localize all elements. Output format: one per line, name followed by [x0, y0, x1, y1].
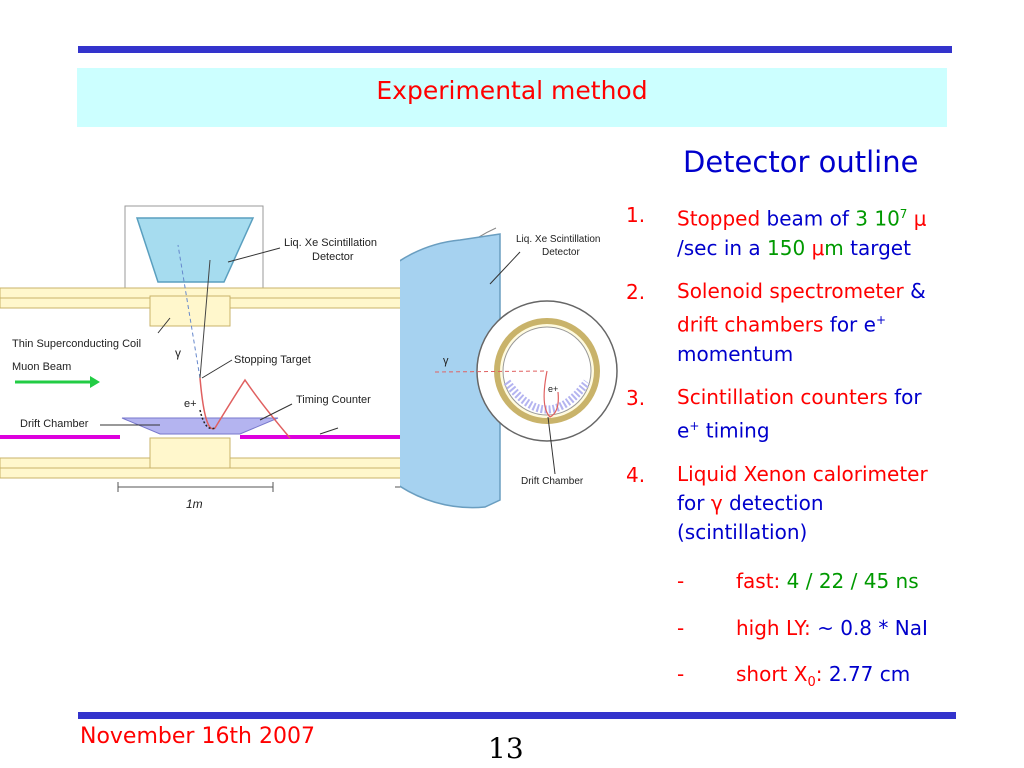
lxe-arc	[400, 233, 501, 509]
page-number: 13	[488, 732, 524, 765]
coil-lower-outer	[0, 467, 420, 479]
upper-flange	[149, 295, 231, 327]
item-4-number: 4.	[626, 463, 646, 487]
beam-arrow	[90, 376, 100, 388]
item-1-beamof: beam of	[760, 206, 856, 231]
lxe-calorimeter-shape	[135, 217, 255, 283]
item-3-number: 3.	[626, 386, 646, 410]
item-1-mu: μ	[907, 206, 927, 231]
label-lxe: Liq. Xe Scintillation	[284, 237, 377, 249]
detector-outline-heading: Detector outline	[683, 145, 919, 179]
item-1-stopped: Stopped	[677, 206, 761, 231]
label-eplus-cs: e+	[548, 384, 558, 394]
label-beam: Muon Beam	[12, 361, 71, 373]
sub-3: short X0: 2.77 cm	[736, 662, 911, 690]
label-drift: Drift Chamber	[20, 418, 89, 430]
top-rule	[78, 46, 952, 53]
sub-2: high LY: ~ 0.8 * NaI	[736, 616, 928, 640]
label-gamma-cs: γ	[443, 355, 449, 367]
footer-date: November 16th 2007	[80, 724, 315, 749]
item-4: Liquid Xenon calorimeter for γ detection…	[677, 462, 928, 544]
item-1-exp: 7	[899, 207, 908, 221]
label-lxe-cs: Liq. Xe Scintillation	[516, 234, 601, 245]
label-lxe-2: Detector	[312, 251, 354, 263]
item-1-number: 1.	[626, 203, 646, 227]
label-drift-cs: Drift Chamber	[521, 476, 584, 487]
label-timing: Timing Counter	[296, 394, 371, 406]
label-gamma: γ	[175, 346, 181, 360]
positron-track	[199, 377, 291, 439]
timing-counter-right	[240, 435, 420, 439]
item-2: Solenoid spectrometer & drift chambers f…	[677, 279, 926, 366]
label-target: Stopping Target	[234, 354, 311, 366]
item-1-rate: 3 10	[855, 206, 900, 231]
timing-counter-left	[0, 435, 120, 439]
drift-chamber-shape	[121, 417, 279, 435]
label-lxe-cs-2: Detector	[542, 247, 580, 258]
item-3: Scintillation counters for e+ timing	[677, 385, 922, 443]
sub-1-dash: -	[677, 569, 685, 593]
detector-cross-section: Liq. Xe Scintillation Detector γ e+ Drif…	[400, 227, 618, 509]
item-1: Stopped beam of 3 107 μ /sec in a 150 μm…	[677, 206, 927, 260]
title-banner: Experimental method	[77, 68, 947, 127]
item-2-number: 2.	[626, 280, 646, 304]
slide-title: Experimental method	[376, 76, 648, 105]
label-eplus: e+	[184, 398, 197, 410]
lower-flange	[149, 437, 231, 469]
drift-chamber-ring	[503, 379, 591, 414]
bottom-rule	[78, 712, 956, 719]
label-scale: 1m	[186, 497, 203, 511]
sub-3-dash: -	[677, 662, 685, 686]
label-coil: Thin Superconducting Coil	[12, 338, 141, 350]
item-1-sec: /sec	[677, 235, 718, 260]
sub-2-dash: -	[677, 616, 685, 640]
detector-side-view: Liq. Xe Scintillation Detector Thin Supe…	[0, 205, 420, 511]
sub-1: fast: 4 / 22 / 45 ns	[736, 569, 919, 593]
